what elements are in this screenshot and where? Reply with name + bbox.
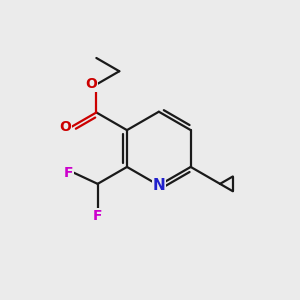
Text: O: O	[60, 120, 71, 134]
Text: N: N	[152, 178, 165, 193]
Text: O: O	[85, 77, 97, 92]
Text: F: F	[93, 209, 102, 223]
Text: F: F	[64, 166, 73, 180]
